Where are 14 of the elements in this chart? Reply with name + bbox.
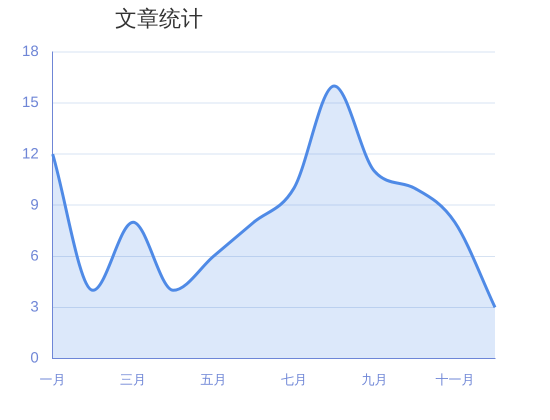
y-tick-label: 18 xyxy=(22,43,39,60)
x-tick-label: 五月 xyxy=(200,372,227,387)
x-tick-label: 三月 xyxy=(120,372,146,387)
y-tick-label: 12 xyxy=(22,145,39,162)
x-tick-label: 九月 xyxy=(361,372,388,387)
y-tick-label: 15 xyxy=(22,94,39,112)
y-tick-label: 6 xyxy=(30,247,39,264)
y-tick-label: 0 xyxy=(30,350,39,367)
y-tick-label: 9 xyxy=(30,196,39,214)
x-tick-label: 十一月 xyxy=(435,372,474,387)
y-tick-label: 3 xyxy=(30,298,39,316)
chart-title: 文章统计 xyxy=(115,6,203,34)
x-tick-label: 七月 xyxy=(280,372,307,387)
x-tick-label: 一月 xyxy=(40,372,66,387)
